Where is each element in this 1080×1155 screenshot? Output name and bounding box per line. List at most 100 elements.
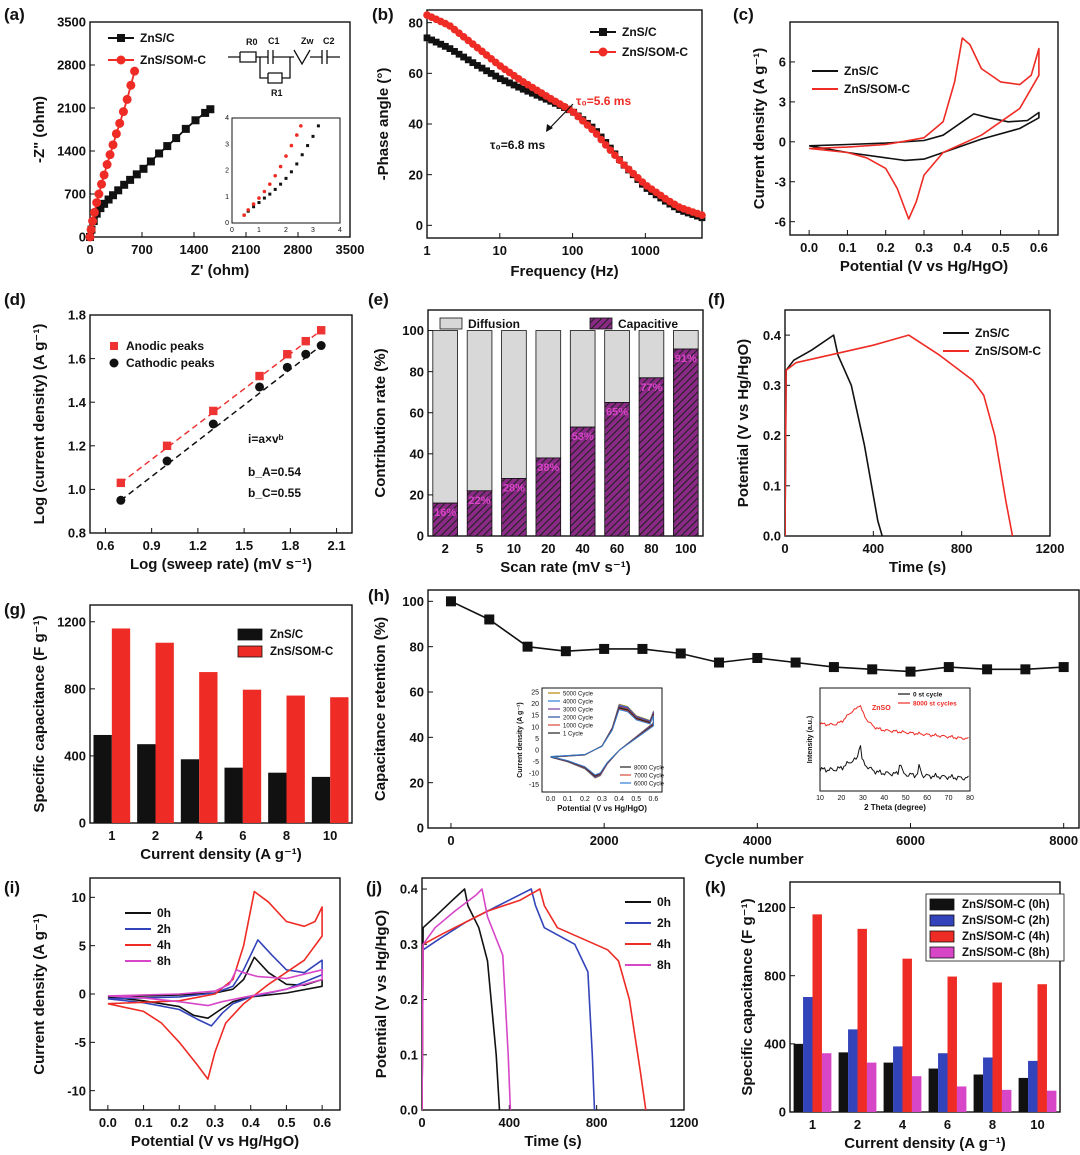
data-point (698, 211, 706, 219)
inset-point (252, 205, 256, 209)
legend-swatch (439, 317, 463, 330)
panel-label: (a) (4, 5, 25, 24)
inset-x-tick-label: 1 (257, 227, 261, 234)
chart-k: 0 400 800 1200 1 2 4 6 8 10 Current density (A g⁻¹… (705, 878, 1065, 1152)
inset-x-label: 2 Theta (degree) (864, 803, 926, 812)
y-tick-label: 0.0 (400, 1103, 418, 1118)
bar (803, 997, 813, 1112)
panel-label: (g) (4, 600, 26, 619)
x-tick-label: 0.1 (135, 1115, 153, 1130)
bar (224, 767, 243, 823)
inset-x-tick-label: 60 (923, 795, 931, 802)
circuit-label: C2 (323, 36, 335, 46)
capacitive-bar (501, 478, 527, 537)
circuit-label: R0 (246, 37, 258, 47)
legend-swatch (237, 628, 263, 641)
legend-label: ZnS/SOM-C (140, 53, 206, 67)
capacitive-bar (432, 502, 458, 537)
bar (947, 976, 957, 1112)
data-point (206, 105, 215, 114)
inset-x-tick-label: 10 (816, 795, 824, 802)
x-tick-label: 0.5 (277, 1115, 295, 1130)
inset-point (299, 124, 303, 128)
x-axis-label: Current density (A g⁻¹) (140, 846, 302, 863)
x-tick-label: 10 (493, 243, 507, 258)
bar (983, 1057, 993, 1112)
x-tick-label: 2 (854, 1117, 861, 1132)
inset-x-tick-label: 0.3 (597, 796, 607, 803)
data-point (533, 91, 541, 99)
data-point (102, 160, 112, 170)
data-point (100, 199, 109, 208)
x-tick-label: 0 (418, 1115, 425, 1130)
y-tick-label: 400 (764, 1037, 786, 1052)
y-axis-label: Potential (V vs Hg/HgO) (373, 910, 390, 1078)
y-tick-label: 80 (410, 364, 424, 379)
bar-value-label: 28% (503, 482, 525, 494)
series-line (422, 888, 512, 1110)
data-point (606, 146, 615, 154)
legend-marker (110, 342, 118, 350)
inset-y-tick-label: 5 (535, 736, 539, 743)
bar-value-label: 65% (606, 406, 628, 418)
y-axis-label: Specific capacitance (F g⁻¹) (739, 898, 756, 1095)
data-point (560, 646, 571, 657)
x-tick-label: 0.9 (143, 538, 161, 553)
plot-frame (89, 21, 351, 238)
inset-point (273, 187, 277, 191)
inset-point (268, 192, 272, 196)
data-point (599, 643, 610, 654)
annotation: b_C=0.55 (248, 486, 301, 500)
legend-label: 0h (657, 895, 671, 909)
data-point (597, 135, 605, 144)
series-group (808, 37, 1040, 220)
series-group (422, 888, 647, 1110)
y-tick-label: 0.0 (763, 529, 781, 544)
x-tick-label: 0.4 (953, 240, 972, 255)
panel-label: (c) (733, 5, 754, 24)
y-tick-label: 0 (79, 230, 86, 245)
inset-point (278, 164, 283, 169)
x-tick-label: 2800 (284, 242, 313, 257)
series-line (107, 969, 323, 1007)
inset-y-tick-label: 2 (225, 168, 229, 175)
bar (311, 776, 331, 823)
legend-marker (116, 55, 126, 65)
x-tick-label: 1000 (631, 243, 660, 258)
y-tick-label: 40 (410, 730, 424, 745)
inset-x-tick-label: 0.0 (546, 796, 556, 803)
inset-legend-label: 7000 Cycle (634, 774, 665, 780)
inset-x-tick-label: 80 (966, 795, 974, 802)
series-line (422, 888, 596, 1110)
circuit-label: C1 (268, 36, 280, 46)
x-axis-label: Scan rate (mV s⁻¹) (500, 559, 630, 576)
data-point (96, 204, 105, 213)
data-point (97, 179, 107, 189)
x-axis-label: Cycle number (704, 851, 803, 868)
data-point (139, 164, 148, 173)
x-tick-label: 2 (152, 828, 159, 843)
x-tick-label: 2100 (232, 242, 261, 257)
inset-point (300, 153, 304, 157)
x-axis-label: Potential (V vs Hg/HgO) (840, 258, 1008, 275)
legend-marker (117, 34, 125, 42)
inset-legend-label: 1000 Cycle (563, 724, 594, 730)
x-tick-label: 0.6 (313, 1115, 331, 1130)
diffusion-bar (501, 330, 527, 479)
y-tick-label: 10 (72, 890, 86, 905)
x-tick-label: 0.2 (170, 1115, 188, 1130)
x-tick-label: 40 (575, 541, 589, 556)
inset-x-tick-label: 30 (859, 795, 867, 802)
inset-y-tick-label: -5 (533, 759, 539, 766)
xrd-curve (819, 705, 969, 740)
data-point (451, 48, 458, 55)
annotation: τ₀=6.8 ms (490, 138, 545, 152)
bar (883, 1062, 894, 1112)
x-tick-label: 0.6 (96, 538, 114, 553)
y-tick-label: 400 (64, 749, 86, 764)
diffusion-bar (466, 330, 493, 492)
inset-y-tick-label: 0 (225, 220, 229, 227)
inset-legend-label: 6000 Cycle (634, 782, 665, 788)
y-tick-label: 0.8 (68, 526, 86, 541)
x-tick-label: 6 (944, 1117, 951, 1132)
